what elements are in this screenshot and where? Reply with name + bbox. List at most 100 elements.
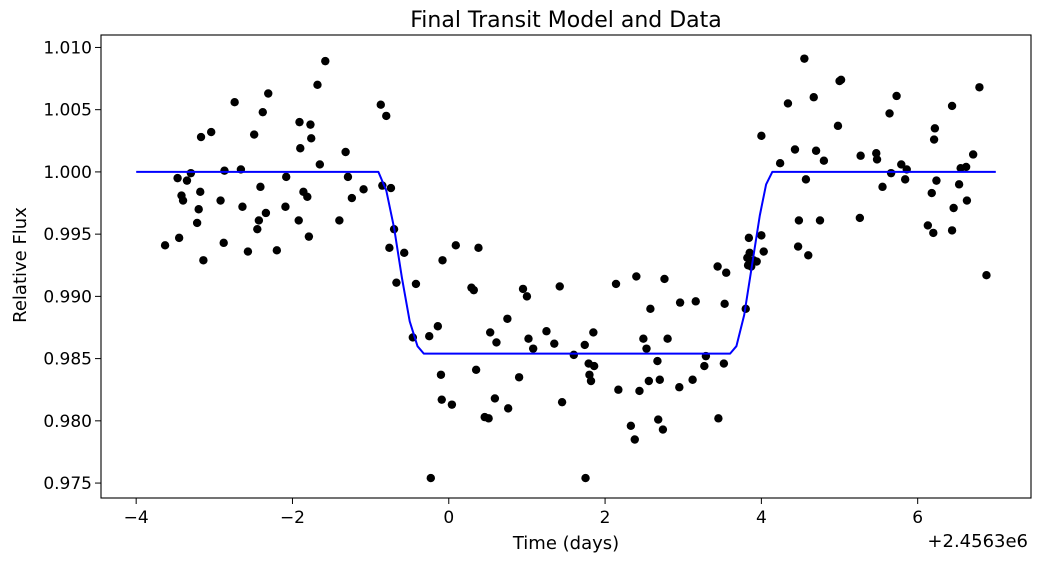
x-tick-label: −2 [280, 508, 305, 528]
data-point [872, 149, 881, 158]
x-axis-label: Time (days) [512, 533, 619, 554]
data-point [757, 231, 766, 240]
data-point [975, 83, 984, 92]
data-point [801, 175, 811, 184]
data-point [927, 188, 936, 198]
data-point [639, 334, 648, 343]
data-point [425, 331, 434, 341]
transit-model-line [136, 170, 996, 355]
data-point [518, 284, 528, 294]
data-point [947, 101, 957, 111]
data-point [514, 373, 524, 382]
data-point [663, 334, 672, 343]
data-point [949, 203, 958, 213]
data-point [347, 193, 357, 203]
data-point [436, 370, 446, 379]
data-point [447, 400, 457, 409]
data-point [438, 256, 447, 265]
data-point [675, 298, 685, 307]
data-point [249, 130, 259, 139]
y-tick-label: 0.980 [43, 412, 92, 432]
data-point [872, 155, 882, 164]
data-point [451, 241, 461, 250]
data-point [932, 176, 941, 185]
data-point [783, 99, 793, 108]
data-point [303, 192, 312, 202]
data-point [635, 386, 644, 396]
data-point [490, 394, 500, 403]
data-point [630, 435, 639, 444]
x-axis-offset-label: +2.4563e6 [927, 531, 1028, 552]
data-point [294, 216, 303, 225]
data-point [199, 256, 208, 265]
data-point [892, 91, 901, 101]
data-point [589, 361, 599, 371]
data-point [313, 80, 322, 89]
x-tick-label: 0 [443, 508, 454, 528]
data-point [930, 124, 940, 133]
data-point [557, 397, 567, 407]
data-point [220, 166, 229, 175]
data-point [196, 187, 205, 197]
data-point [856, 151, 865, 160]
data-point [485, 328, 495, 337]
data-point [759, 247, 768, 256]
model-line [136, 170, 996, 355]
data-point [775, 158, 785, 168]
data-point [386, 183, 396, 193]
data-point [192, 218, 202, 228]
data-point [691, 297, 700, 306]
data-point [194, 205, 203, 214]
data-point [524, 334, 533, 343]
data-point [343, 172, 353, 182]
data-point [929, 135, 939, 144]
data-point [714, 414, 723, 423]
data-point [855, 213, 865, 223]
data-point [281, 202, 290, 211]
data-point [550, 339, 559, 348]
data-point [315, 160, 325, 169]
x-tick-label: −4 [124, 508, 149, 528]
plot-frame [100, 34, 1032, 499]
data-point [376, 100, 385, 109]
data-point [469, 285, 478, 295]
data-point [745, 248, 754, 258]
data-point [654, 415, 663, 424]
data-point [528, 344, 538, 353]
data-point [219, 238, 228, 248]
data-point [586, 376, 596, 386]
data-point [503, 404, 513, 413]
data-point [321, 56, 330, 66]
data-point [392, 278, 401, 287]
data-point [492, 338, 501, 347]
data-point [173, 173, 182, 183]
data-point [385, 243, 394, 253]
data-point [522, 292, 532, 301]
data-point [833, 121, 843, 131]
data-point [589, 328, 598, 337]
data-points [160, 54, 991, 483]
data-point [243, 247, 253, 256]
data-point [923, 221, 933, 230]
x-tick-label: 4 [756, 508, 767, 528]
data-point [253, 224, 262, 234]
y-tick-label: 0.990 [43, 287, 92, 307]
y-tick-label: 1.000 [43, 163, 92, 183]
data-point [304, 232, 314, 241]
data-point [836, 75, 846, 85]
data-point [254, 216, 264, 225]
data-point [611, 279, 621, 289]
data-point [794, 216, 804, 225]
data-point [307, 134, 316, 143]
data-point [258, 107, 267, 117]
data-point [757, 131, 766, 141]
data-point [961, 162, 971, 172]
data-point [954, 180, 964, 189]
y-tick-label: 0.995 [43, 225, 92, 245]
data-point [382, 111, 391, 121]
data-point [900, 175, 910, 184]
data-point [819, 156, 829, 165]
data-point [626, 421, 636, 431]
x-ticks: −4 −2 0 2 4 6 [124, 498, 923, 528]
